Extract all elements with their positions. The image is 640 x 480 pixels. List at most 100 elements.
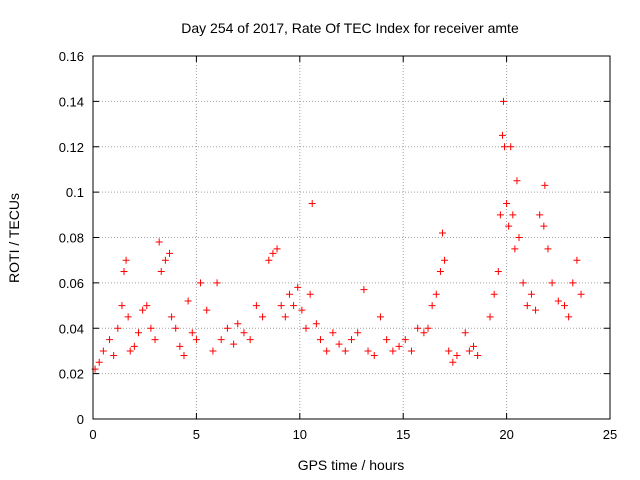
y-axis-label: ROTI / TECUs: [6, 193, 22, 283]
y-tick-label: 0.02: [59, 367, 84, 382]
data-point: [370, 351, 378, 359]
data-point: [527, 290, 535, 298]
data-point: [217, 336, 225, 344]
data-point: [407, 347, 415, 355]
data-point: [573, 256, 581, 264]
data-point: [273, 245, 281, 253]
data-point: [269, 249, 277, 257]
data-point: [401, 336, 409, 344]
data-point: [306, 290, 314, 298]
data-point: [496, 211, 504, 219]
data-point: [126, 347, 134, 355]
data-point: [536, 211, 544, 219]
data-point: [414, 324, 422, 332]
axis-ticks: [92, 55, 611, 420]
data-point: [565, 313, 573, 321]
data-point: [532, 306, 540, 314]
data-point: [341, 347, 349, 355]
data-point: [523, 302, 531, 310]
x-tick-label: 0: [89, 427, 96, 442]
data-point: [302, 324, 310, 332]
data-point: [114, 324, 122, 332]
data-point: [511, 245, 519, 253]
data-point: [494, 268, 502, 276]
data-point: [424, 324, 432, 332]
data-point: [122, 256, 130, 264]
data-point: [577, 290, 585, 298]
data-point: [323, 347, 331, 355]
data-point: [192, 336, 200, 344]
data-point: [130, 342, 138, 350]
data-point: [281, 313, 289, 321]
data-point: [252, 302, 260, 310]
x-tick-label: 10: [293, 427, 307, 442]
data-point: [106, 336, 114, 344]
data-point: [540, 222, 548, 230]
data-point: [561, 302, 569, 310]
data-point: [197, 279, 205, 287]
data-point: [498, 131, 506, 139]
data-point: [329, 329, 337, 337]
data-point: [420, 329, 428, 337]
y-tick-label: 0.12: [59, 140, 84, 155]
data-point: [294, 283, 302, 291]
data-point: [184, 297, 192, 305]
y-tick-label: 0.1: [66, 185, 84, 200]
data-point: [110, 351, 118, 359]
y-tick-label: 0.04: [59, 321, 84, 336]
data-point: [507, 143, 515, 151]
x-tick-label: 25: [603, 427, 617, 442]
data-point: [312, 320, 320, 328]
x-tick-label: 20: [499, 427, 513, 442]
data-point: [166, 249, 174, 257]
data-point: [453, 351, 461, 359]
data-point: [155, 238, 163, 246]
data-point: [180, 351, 188, 359]
data-points: [91, 97, 585, 373]
data-point: [513, 177, 521, 185]
data-point: [298, 306, 306, 314]
data-point: [124, 313, 132, 321]
data-point: [139, 306, 147, 314]
data-point: [285, 290, 293, 298]
data-point: [240, 329, 248, 337]
data-point: [569, 279, 577, 287]
data-point: [118, 302, 126, 310]
data-point: [432, 290, 440, 298]
data-point: [490, 290, 498, 298]
data-point: [474, 351, 482, 359]
data-point: [501, 143, 509, 151]
data-point: [143, 302, 151, 310]
data-point: [364, 347, 372, 355]
data-point: [428, 302, 436, 310]
data-point: [465, 347, 473, 355]
data-point: [172, 324, 180, 332]
data-point: [234, 320, 242, 328]
data-point: [99, 347, 107, 355]
data-point: [505, 222, 513, 230]
data-point: [544, 245, 552, 253]
data-point: [277, 302, 285, 310]
data-point: [223, 324, 231, 332]
y-tick-label: 0.08: [59, 231, 84, 246]
x-tick-labels: 0 5 10 15 20 25: [89, 427, 617, 442]
data-point: [395, 342, 403, 350]
x-axis-label: GPS time / hours: [298, 457, 405, 473]
data-point: [503, 199, 511, 207]
data-point: [230, 340, 238, 348]
y-tick-label: 0: [77, 412, 84, 427]
data-point: [147, 324, 155, 332]
data-point: [515, 234, 523, 241]
data-point: [335, 340, 343, 348]
data-point: [548, 279, 556, 287]
x-tick-label: 5: [193, 427, 200, 442]
y-tick-labels: 0 0.02 0.04 0.06 0.08 0.1 0.12 0.14 0.16: [59, 49, 84, 427]
data-point: [348, 336, 355, 344]
data-point: [157, 268, 165, 276]
chart-title: Day 254 of 2017, Rate Of TEC Index for r…: [181, 20, 519, 36]
data-point: [509, 211, 517, 219]
data-point: [499, 97, 507, 105]
data-point: [541, 181, 549, 189]
data-point: [188, 329, 196, 337]
